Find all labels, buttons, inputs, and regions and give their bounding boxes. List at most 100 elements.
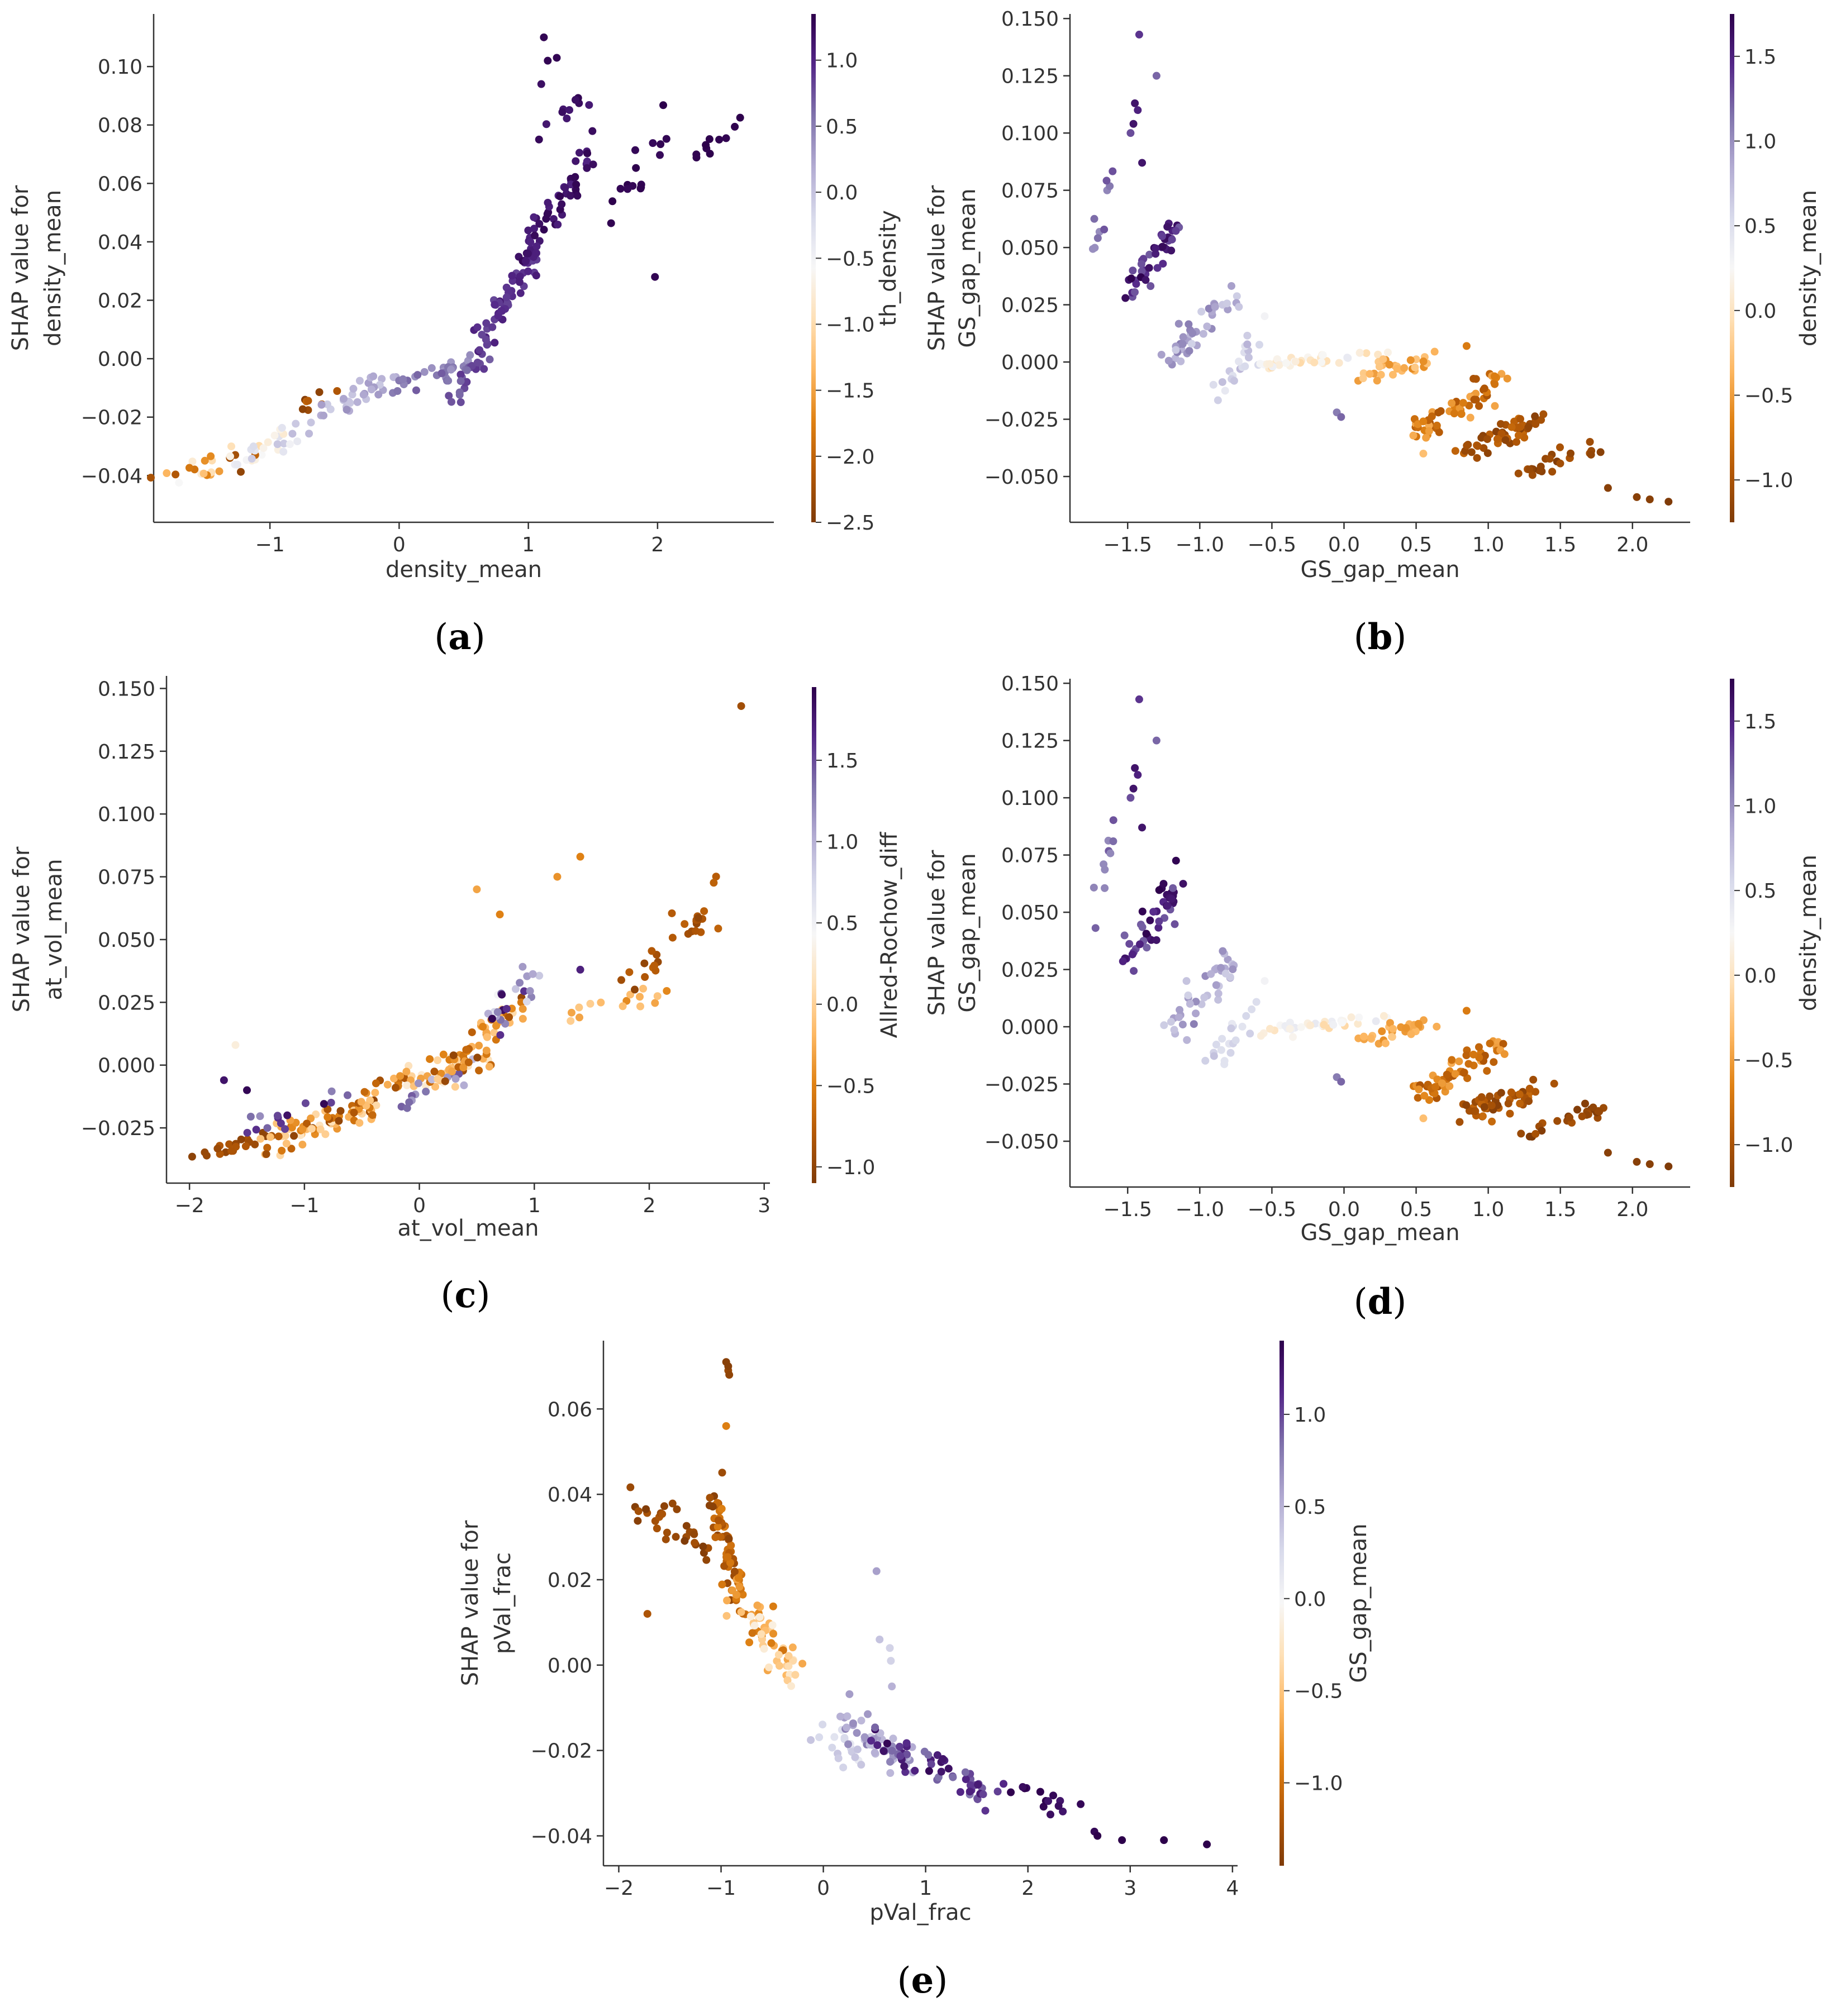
- scatter-point: [1211, 303, 1219, 311]
- scatter-point: [1474, 1043, 1483, 1051]
- scatter-point: [1158, 232, 1167, 240]
- scatter-point: [1388, 370, 1397, 379]
- scatter-point: [236, 468, 245, 476]
- y-tick-label: 0.06: [98, 173, 142, 196]
- y-tick-label: 0.000: [1001, 1016, 1059, 1039]
- scatter-point: [1487, 1101, 1496, 1109]
- x-tick-label: 3: [758, 1194, 770, 1217]
- scatter-point: [1036, 1788, 1044, 1796]
- scatter-point: [1355, 1013, 1363, 1022]
- scatter-point: [682, 1522, 691, 1530]
- x-tick-label: 3: [1124, 1877, 1136, 1900]
- scatter-point: [1244, 353, 1253, 361]
- colorbar-tick-label: −1.0: [826, 313, 874, 336]
- scatter-point: [558, 108, 567, 116]
- scatter-point: [889, 1734, 897, 1743]
- scatter-point: [1101, 884, 1109, 892]
- x-tick-label: 1.5: [1544, 533, 1576, 556]
- scatter-point: [475, 1066, 483, 1075]
- scatter-point: [619, 1002, 627, 1011]
- scatter-point: [1381, 1039, 1390, 1047]
- y-tick-label: −0.04: [531, 1826, 592, 1848]
- scatter-point: [1282, 359, 1290, 368]
- scatter-point: [1359, 374, 1367, 383]
- scatter-point: [681, 920, 689, 928]
- scatter-point: [1134, 771, 1142, 779]
- scatter-point: [1214, 995, 1223, 1004]
- scatter-point: [737, 702, 745, 710]
- scatter-point: [1130, 288, 1139, 296]
- scatter-point: [1183, 1036, 1191, 1044]
- scatter-point: [834, 1754, 843, 1762]
- scatter-point: [262, 1150, 270, 1159]
- x-tick-label: 2.0: [1616, 1198, 1648, 1221]
- scatter-point: [768, 1621, 777, 1629]
- scatter-point: [405, 1098, 413, 1107]
- scatter-point: [668, 933, 677, 942]
- scatter-point: [185, 464, 193, 472]
- scatter-point: [502, 293, 511, 302]
- colorbar: [1730, 14, 1734, 522]
- scatter-point: [1431, 1083, 1440, 1091]
- scatter-point: [263, 1143, 272, 1152]
- scatter-point: [1664, 1162, 1673, 1171]
- scatter-point: [524, 249, 532, 258]
- scatter-point: [460, 1081, 468, 1089]
- scatter-point: [737, 1608, 745, 1616]
- scatter-point: [1128, 950, 1136, 959]
- scatter-point: [896, 1742, 904, 1751]
- scatter-point: [1337, 413, 1345, 421]
- y-axis-label-line-2: pVal_frac: [490, 1552, 516, 1654]
- scatter-point: [1459, 1069, 1468, 1077]
- y-tick-label: 0.050: [1001, 902, 1059, 924]
- scatter-point: [757, 1630, 765, 1638]
- scatter-point: [336, 1107, 345, 1115]
- scatter-point: [1457, 409, 1466, 418]
- scatter-point: [1286, 1018, 1294, 1027]
- scatter-point: [530, 225, 539, 233]
- scatter-point: [769, 1629, 778, 1638]
- scatter-point: [491, 339, 499, 347]
- scatter-point: [1589, 1103, 1597, 1112]
- y-tick-label: 0.00: [98, 348, 142, 371]
- scatter-point: [1145, 250, 1154, 259]
- scatter-point: [583, 149, 592, 158]
- scatter-point: [320, 411, 328, 420]
- scatter-point: [480, 365, 488, 373]
- x-tick-label: 1: [919, 1877, 932, 1900]
- scatter-point: [1343, 354, 1352, 362]
- scatter-point: [1235, 358, 1243, 366]
- scatter-point: [1317, 358, 1326, 366]
- scatter-point: [1377, 370, 1385, 379]
- scatter-point: [717, 1504, 726, 1513]
- scatter-point: [1242, 1012, 1250, 1020]
- panel-b: −1.5 −1.0 −0.5 0.0 0.5 1.0 1.5 2.0 −0.050 −0.025 0…: [924, 8, 1821, 658]
- scatter-point: [1221, 969, 1230, 978]
- scatter-point: [911, 1766, 919, 1775]
- scatter-point: [390, 1074, 398, 1083]
- scatter-point: [1273, 355, 1281, 363]
- scatter-point: [657, 140, 665, 149]
- scatter-point: [1143, 943, 1151, 952]
- scatter-point: [412, 386, 420, 394]
- scatter-point: [1604, 1148, 1612, 1157]
- scatter-point: [1320, 1021, 1328, 1029]
- scatter-point: [851, 1753, 859, 1761]
- scatter-point: [281, 1125, 289, 1133]
- scatter-point: [702, 141, 710, 149]
- scatter-point: [485, 1062, 493, 1071]
- scatter-point: [1138, 923, 1147, 931]
- scatter-point: [287, 1145, 296, 1153]
- scatter-point: [1419, 450, 1428, 458]
- scatter-point: [493, 1008, 502, 1016]
- scatter-point: [491, 301, 499, 309]
- scatter-point: [1480, 1103, 1488, 1111]
- scatter-point: [933, 1751, 941, 1760]
- scatter-point: [490, 1028, 498, 1037]
- scatter-point: [1335, 359, 1343, 367]
- scatter-point: [1257, 1032, 1265, 1040]
- scatter-point: [1645, 1160, 1654, 1169]
- scatter-point: [711, 1533, 720, 1541]
- y-tick-label: 0.050: [1001, 237, 1059, 260]
- scatter-point: [1525, 1084, 1534, 1093]
